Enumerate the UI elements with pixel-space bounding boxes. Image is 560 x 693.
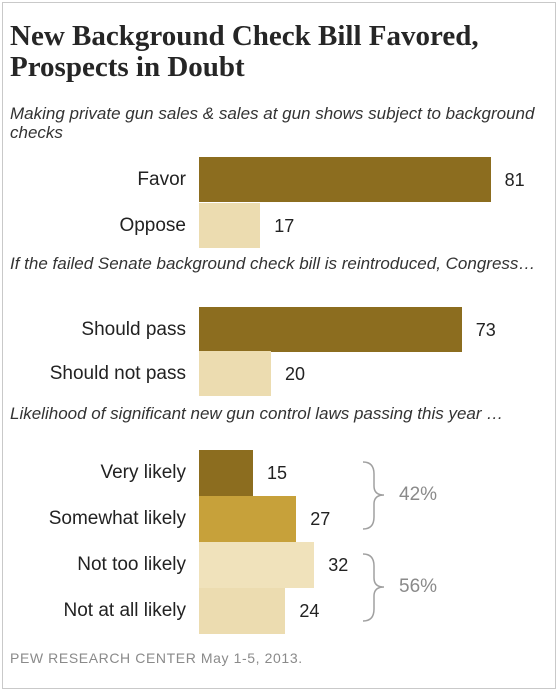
bar-should-pass [199,307,462,352]
bracket-56-icon [362,553,385,622]
bar-label: Somewhat likely [48,508,186,529]
bar-not-at-all-likely [199,588,286,634]
bar-value-label: 17 [274,215,295,236]
bracket-42-icon [362,461,385,530]
bar-somewhat-likely [199,496,297,542]
bracket-56-label: 56% [399,576,438,597]
section3-subtitle: Likelihood of significant new gun contro… [10,404,504,423]
bar-label: Not too likely [77,554,186,575]
bar-label: Should pass [81,318,186,340]
section1-subtitle: Making private gun sales & sales at gun … [10,104,535,142]
bar-not-too-likely [199,542,315,588]
chart-title: New Background Check Bill Favored, Prosp… [10,20,479,83]
bar-favor [199,157,491,202]
source-note: PEW RESEARCH CENTER May 1-5, 2013. [10,650,303,666]
bar-value-label: 73 [475,319,496,340]
bar-label: Not at all likely [63,600,187,621]
bracket-42-label: 42% [399,484,438,505]
bar-value-label: 24 [299,601,320,621]
bar-label: Very likely [100,462,186,483]
bar-label: Favor [137,168,186,190]
bar-oppose [199,203,261,248]
section2-subtitle: If the failed Senate background check bi… [10,254,536,273]
bar-value-label: 15 [267,463,288,483]
bar-label: Oppose [119,214,186,236]
bar-value-label: 32 [328,555,349,575]
bar-label: Should not pass [49,362,186,384]
bar-value-label: 27 [310,509,331,529]
bar-should-not-pass [199,351,271,396]
bar-value-label: 81 [504,169,525,190]
bar-very-likely [199,450,253,496]
bar-value-label: 20 [285,363,306,384]
